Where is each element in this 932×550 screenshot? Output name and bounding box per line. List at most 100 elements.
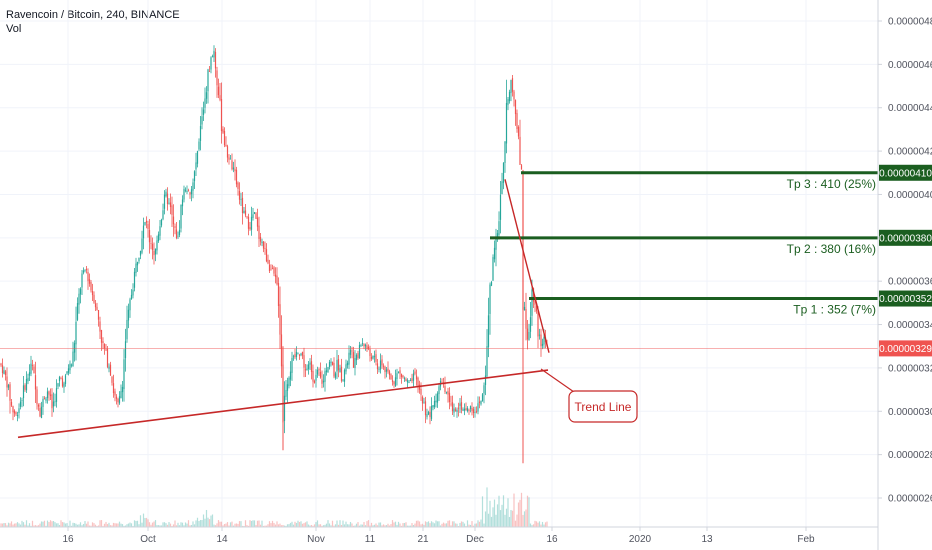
volume-bar xyxy=(262,525,265,527)
volume-bar xyxy=(178,525,181,527)
candle-body xyxy=(513,91,515,100)
candle-body xyxy=(276,275,278,285)
time-axis[interactable]: 16 Oct 14 Nov 11 21 Dec 16 2020 13 Feb xyxy=(0,526,878,545)
volume-bar xyxy=(366,521,368,527)
volume-bar xyxy=(399,523,401,527)
candle-body xyxy=(529,317,532,332)
volume-bar xyxy=(289,522,292,527)
candle-body xyxy=(147,223,149,229)
candle-body xyxy=(411,378,413,382)
volume-bar xyxy=(444,523,446,527)
volume-bar xyxy=(396,524,398,527)
volume-bar xyxy=(117,523,119,527)
candle-body xyxy=(424,401,427,416)
candle-body xyxy=(261,241,263,244)
candle-body xyxy=(180,204,182,229)
volume-bar xyxy=(7,522,10,527)
volume-bar xyxy=(367,520,370,527)
candle-body xyxy=(291,357,293,373)
last-price-badge-bg xyxy=(879,340,932,357)
candle-body xyxy=(130,294,133,299)
candle-body xyxy=(277,283,280,306)
candle-body xyxy=(18,408,20,414)
volume-bar xyxy=(235,523,238,527)
volume-bar xyxy=(429,523,431,527)
candle-body xyxy=(207,69,209,92)
candle-body xyxy=(462,409,464,411)
volume-bar xyxy=(324,524,326,527)
volume-bar xyxy=(94,524,97,527)
volume-bar xyxy=(241,525,244,527)
price-tick-label: 0.00000400 xyxy=(888,190,932,201)
candle-body xyxy=(340,366,343,381)
volume-bar xyxy=(34,525,37,527)
volume-bars xyxy=(0,487,548,527)
volume-bar xyxy=(346,524,349,527)
candle-body xyxy=(463,408,466,411)
volume-bar xyxy=(343,524,346,527)
candle-body xyxy=(112,383,115,394)
candle-body xyxy=(523,306,526,311)
volume-bar xyxy=(226,522,229,527)
volume-bar xyxy=(255,524,257,527)
candle-body xyxy=(238,191,241,200)
price-axis[interactable]: 0.00000260 0.00000280 0.00000300 0.00000320… xyxy=(877,0,932,550)
volume-bar xyxy=(171,525,173,527)
volume-bar xyxy=(330,525,332,527)
candle-body xyxy=(105,349,107,351)
volume-bar xyxy=(292,524,295,527)
volume-bar xyxy=(541,521,544,527)
candle-body xyxy=(87,271,89,282)
volume-bar xyxy=(25,520,28,527)
volume-bar xyxy=(129,522,131,527)
volume-bar xyxy=(70,525,73,527)
candle-body xyxy=(204,98,206,108)
candle-body xyxy=(312,370,314,382)
candle-body xyxy=(63,383,65,388)
volume-bar xyxy=(537,522,539,527)
volume-bar xyxy=(385,525,388,527)
candle-body xyxy=(205,92,208,99)
candle-body xyxy=(435,400,437,403)
volume-bar xyxy=(48,522,50,527)
volume-bar xyxy=(495,514,497,527)
candle-body xyxy=(274,274,277,277)
price-tick-label: 0.00000360 xyxy=(888,277,932,288)
volume-bar xyxy=(439,525,442,527)
candle-body xyxy=(169,202,172,208)
candle-body xyxy=(430,405,433,419)
candle-body xyxy=(280,334,283,367)
candle-body xyxy=(184,189,187,191)
volume-bar xyxy=(420,524,422,527)
volume-bar xyxy=(261,520,263,527)
volume-bar xyxy=(402,523,404,527)
volume-bar xyxy=(1,523,4,527)
volume-bar xyxy=(180,522,182,527)
volume-bar xyxy=(283,525,286,527)
candle-body xyxy=(174,226,176,228)
trend-line-callout[interactable]: Trend Line xyxy=(540,368,638,423)
candle-body xyxy=(283,395,286,421)
volume-bar xyxy=(457,525,460,527)
candle-body xyxy=(201,116,203,125)
candle-body xyxy=(325,370,328,373)
candle-body xyxy=(289,371,292,380)
candle-body xyxy=(321,379,323,384)
volume-bar xyxy=(438,521,440,527)
volume-bar xyxy=(162,522,164,527)
candle-body xyxy=(66,371,68,374)
volume-bar xyxy=(124,525,127,527)
volume-bar xyxy=(477,520,479,527)
volume-bar xyxy=(147,519,149,527)
candle-body xyxy=(268,264,271,271)
candle-body xyxy=(504,141,506,163)
volume-bar xyxy=(138,524,140,527)
candle-body xyxy=(304,369,307,371)
volume-bar xyxy=(189,525,191,527)
candle-body xyxy=(60,378,62,380)
callout-box xyxy=(568,390,638,423)
volume-bar xyxy=(31,520,34,527)
volume-bar xyxy=(16,522,19,527)
volume-bar xyxy=(376,525,379,527)
